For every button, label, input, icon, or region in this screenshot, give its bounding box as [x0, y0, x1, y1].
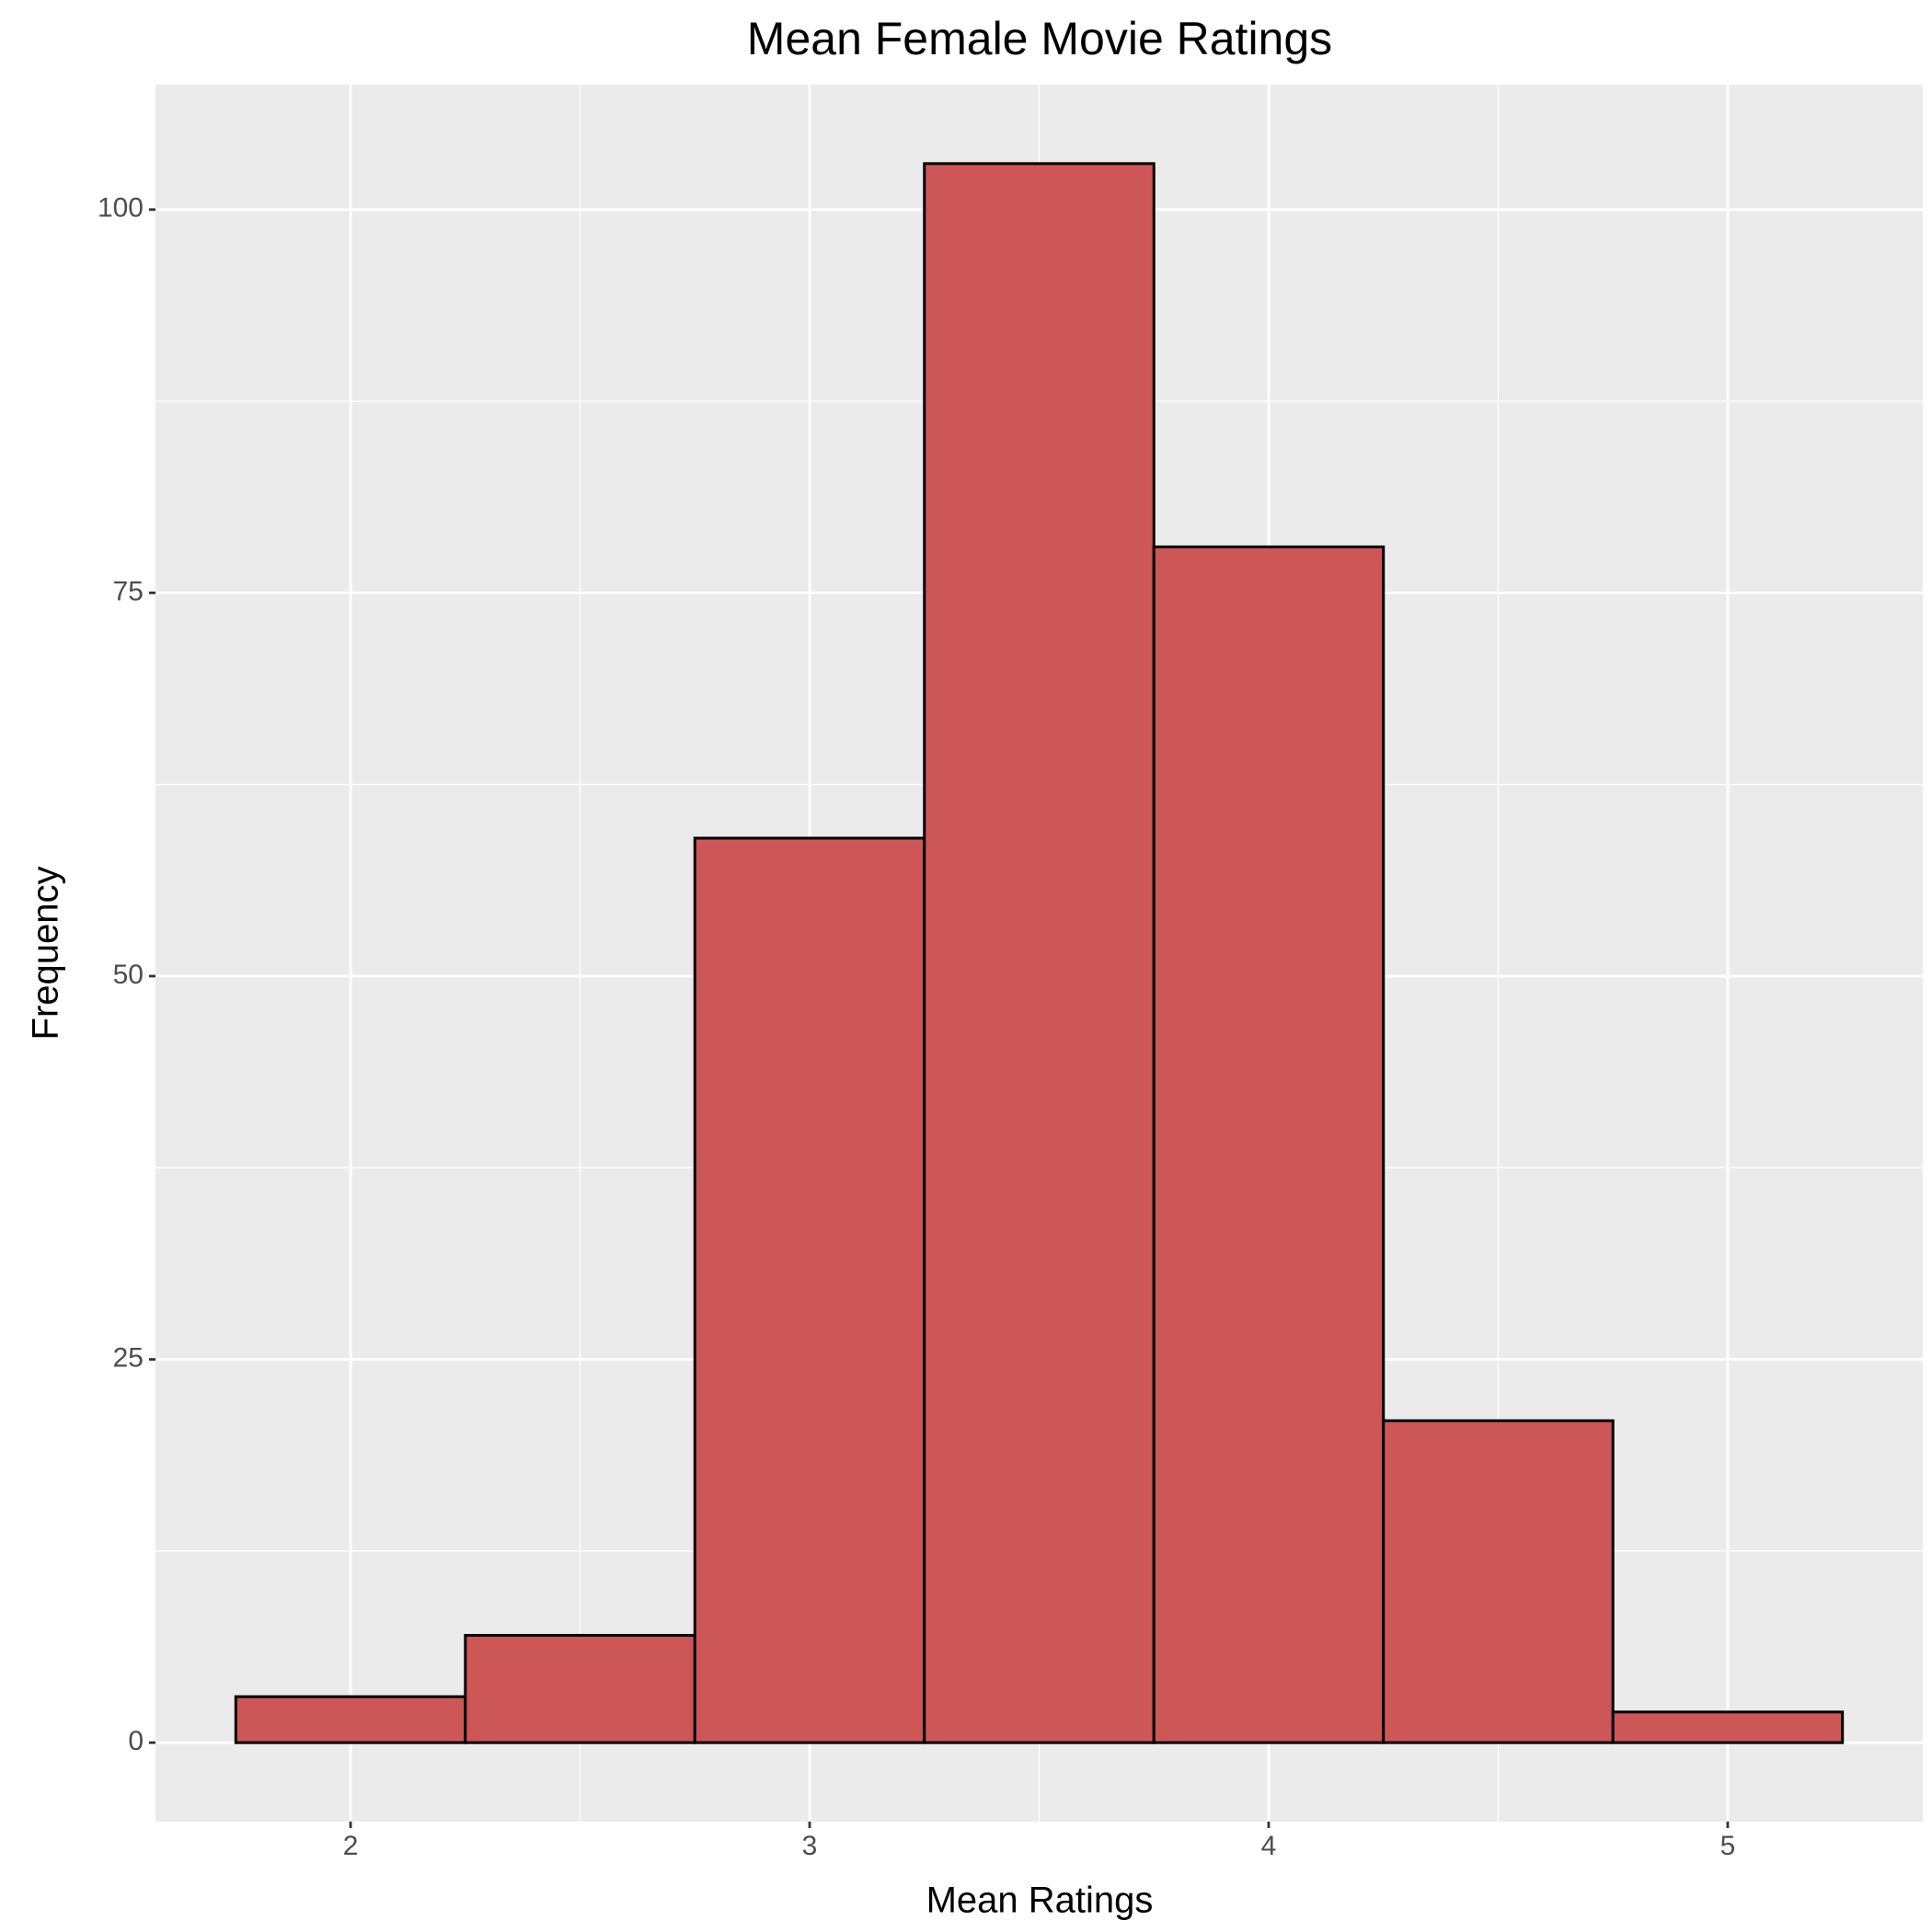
y-tick-label: 50: [113, 960, 144, 990]
chart-title: Mean Female Movie Ratings: [747, 13, 1332, 64]
x-axis-title: Mean Ratings: [926, 1880, 1154, 1921]
bars: [234, 162, 1845, 1744]
bar: [923, 162, 1156, 1744]
bar: [1152, 545, 1386, 1744]
x-tick-label: 5: [1720, 1831, 1736, 1861]
y-tick-label: 0: [128, 1726, 144, 1756]
y-tick-label: 25: [113, 1343, 144, 1374]
y-tick-label: 75: [113, 576, 144, 606]
bar: [1382, 1419, 1615, 1744]
bar: [234, 1695, 467, 1744]
y-tick-label: 100: [98, 193, 144, 224]
y-axis-title: Frequency: [26, 867, 66, 1041]
x-tick-label: 2: [343, 1831, 359, 1861]
bar: [693, 836, 926, 1744]
bar: [464, 1634, 696, 1744]
x-tick-label: 3: [802, 1831, 818, 1861]
x-tick-label: 4: [1261, 1831, 1277, 1861]
bar: [1611, 1710, 1845, 1744]
